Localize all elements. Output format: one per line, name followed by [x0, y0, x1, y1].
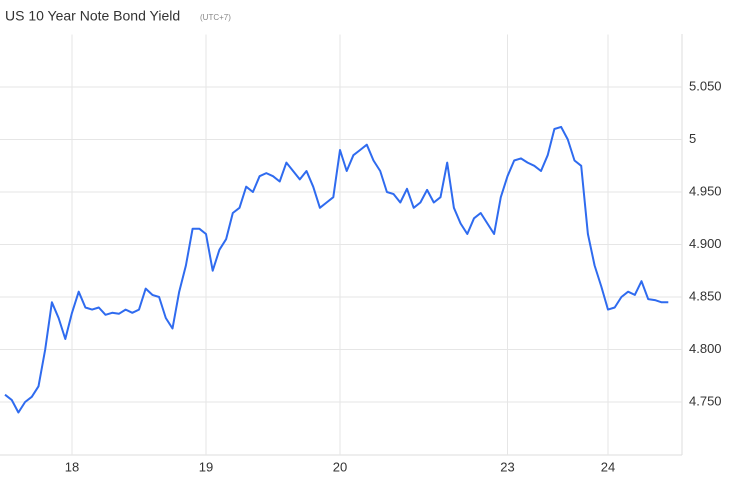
chart-subtitle: (UTC+7)	[200, 13, 231, 22]
x-tick-label: 20	[333, 459, 347, 474]
x-tick-label: 18	[65, 459, 79, 474]
line-series	[4, 125, 669, 414]
y-tick-label: 4.850	[689, 288, 722, 303]
x-tick-label: 24	[601, 459, 615, 474]
x-tick-label: 23	[500, 459, 514, 474]
y-tick-label: 5.050	[689, 78, 722, 93]
y-tick-label: 4.950	[689, 183, 722, 198]
y-tick-label: 5	[689, 131, 696, 146]
y-tick-label: 4.800	[689, 341, 722, 356]
y-tick-label: 4.750	[689, 393, 722, 408]
x-tick-label: 19	[199, 459, 213, 474]
chart-title: US 10 Year Note Bond Yield	[5, 8, 180, 24]
y-tick-label: 4.900	[689, 236, 722, 251]
